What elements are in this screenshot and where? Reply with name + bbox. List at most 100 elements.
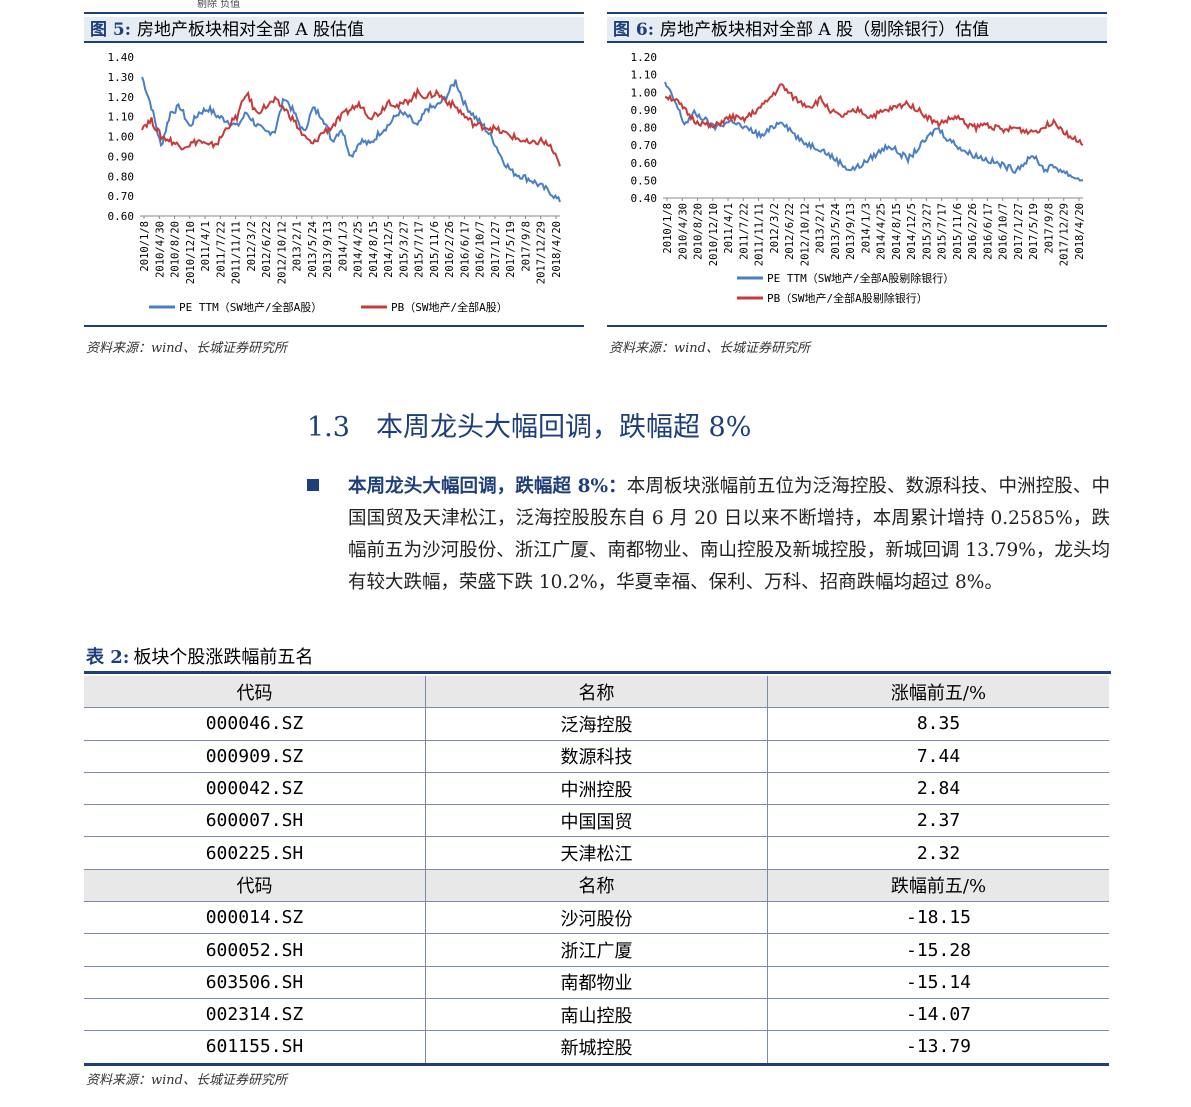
- x-tick-label: 2016/10/7: [998, 203, 1010, 260]
- x-tick-label: 2013/5/24: [830, 203, 842, 260]
- section-heading: 1.3 本周龙头大幅回调，跌幅超 8%: [307, 405, 751, 444]
- table-2: 表 2: 板块个股涨跌幅前五名 代码 名称 涨幅前五/% 000046.SZ 泛海控股 8.…: [84, 644, 1111, 1066]
- x-tick-label: 2010/12/10: [708, 203, 720, 266]
- x-tick-label: 2015/7/17: [937, 203, 949, 260]
- x-tick-label: 2017/1/27: [490, 221, 502, 278]
- code-cell: 代码: [84, 869, 426, 903]
- x-tick-label: 2013/5/24: [307, 221, 319, 278]
- table-row: 002314.SZ 南山控股 -14.07: [84, 998, 1109, 1032]
- x-tick-label: 2017/9/8: [1043, 203, 1055, 254]
- change-cell: 2.37: [767, 804, 1109, 838]
- body-paragraph: 本周龙头大幅回调，跌幅超 8%：本周板块涨幅前五位为泛海控股、数源科技、中洲控股…: [348, 471, 1110, 599]
- y-tick-label: 0.60: [631, 157, 658, 170]
- y-tick-label: 1.40: [108, 51, 135, 64]
- x-tick-label: 2010/8/20: [170, 221, 182, 278]
- figure-5-chart: 1.40 1.30 1.20 1.10 1.00 0.90 0.80 0.70 0.60 2010…: [108, 51, 564, 314]
- table-header-row: 代码 名称 跌幅前五/%: [84, 869, 1109, 903]
- y-tick-label: 0.70: [108, 190, 135, 203]
- pe-ttm-series-line: [141, 76, 561, 203]
- code-cell: 600052.SH: [84, 933, 426, 967]
- name-cell: 数源科技: [425, 740, 768, 773]
- table-row: 000909.SZ 数源科技 7.44: [84, 740, 1109, 773]
- name-cell: 中国国贸: [425, 804, 768, 838]
- x-tick-label: 2012/10/12: [799, 203, 811, 266]
- pb-series-line: [141, 86, 561, 167]
- change-cell: 跌幅前五/%: [767, 869, 1109, 903]
- x-tick-label: 2010/1/8: [662, 203, 674, 254]
- x-tick-label: 2017/12/29: [536, 221, 548, 284]
- table-row: 603506.SH 南都物业 -15.14: [84, 966, 1109, 999]
- figure-5: 图 5: 房地产板块相对全部 A 股估值 1.40 1.30 1.20 1.10 1.00…: [84, 0, 584, 330]
- figure-5-title: 房地产板块相对全部 A 股估值: [137, 20, 365, 40]
- x-tick-label: 2010/1/8: [139, 221, 151, 272]
- table-header-row: 代码 名称 涨幅前五/%: [84, 676, 1109, 709]
- x-tick-label: 2016/6/17: [982, 203, 994, 260]
- table-row: 601155.SH 新城控股 -13.79: [84, 1030, 1109, 1066]
- x-tick-label: 2012/6/22: [261, 221, 273, 278]
- x-tick-label: 2014/1/3: [860, 203, 872, 254]
- section-title: 本周龙头大幅回调，跌幅超 8%: [375, 412, 752, 443]
- change-cell: 7.44: [767, 740, 1109, 773]
- legend-label-1: PB（SW地产/全部A股）: [391, 300, 508, 314]
- x-tick-label: 2010/4/30: [154, 221, 166, 278]
- figure-6: 图 6: 房地产板块相对全部 A 股（剔除银行）估值 1.20 1.10 1.00 0.…: [607, 0, 1107, 330]
- x-tick-label: 2013/2/1: [292, 221, 304, 272]
- y-tick-label: 0.90: [108, 150, 135, 163]
- change-cell: -14.07: [767, 998, 1109, 1032]
- x-tick-label: 2015/11/6: [952, 203, 964, 260]
- name-cell: 天津松江: [425, 836, 768, 870]
- square-bullet-icon: [307, 479, 319, 491]
- name-cell: 名称: [425, 869, 768, 903]
- pe-ttm-series-line: [664, 81, 1084, 182]
- x-tick-label: 2016/2/26: [967, 203, 979, 260]
- x-tick-label: 2018/4/20: [1074, 203, 1086, 260]
- table-source: 资料来源：wind、长城证券研究所: [86, 1073, 287, 1088]
- figure-6-chart: 1.20 1.10 1.00 0.90 0.80 0.70 0.60 0.50 0.40 2010…: [631, 51, 1087, 305]
- x-tick-label: 2017/5/19: [1028, 203, 1040, 260]
- x-tick-label: 2011/4/1: [200, 221, 212, 272]
- x-tick-label: 2014/4/25: [353, 221, 365, 278]
- x-tick-label: 2013/2/1: [815, 203, 827, 254]
- code-cell: 000046.SZ: [84, 707, 426, 741]
- y-tick-label: 1.00: [108, 131, 135, 144]
- code-cell: 002314.SZ: [84, 998, 426, 1032]
- y-tick-label: 1.10: [631, 69, 658, 82]
- legend-label-0: PE TTM（SW地产/全部A股）: [179, 300, 322, 314]
- x-tick-label: 2014/12/5: [906, 203, 918, 260]
- x-tick-label: 2012/10/12: [276, 221, 288, 284]
- x-tick-label: 2012/6/22: [784, 203, 796, 260]
- change-cell: 2.84: [767, 772, 1109, 806]
- paragraph-lead: 本周龙头大幅回调，跌幅超 8%：: [348, 476, 627, 497]
- x-tick-label: 2013/9/13: [845, 203, 857, 260]
- code-cell: 603506.SH: [84, 966, 426, 999]
- y-tick-label: 0.80: [108, 170, 135, 183]
- x-tick-label: 2018/4/20: [551, 221, 563, 278]
- stock-table: 代码 名称 涨幅前五/% 000046.SZ 泛海控股 8.35 000909.SZ 数源科技…: [84, 676, 1109, 1066]
- figure-6-title-bar: 图 6: 房地产板块相对全部 A 股（剔除银行）估值: [607, 17, 1107, 43]
- x-tick-label: 2010/12/10: [185, 221, 197, 284]
- table-row: 600007.SH 中国国贸 2.37: [84, 804, 1109, 838]
- x-tick-label: 2016/6/17: [459, 221, 471, 278]
- figure-6-title: 房地产板块相对全部 A 股（剔除银行）估值: [660, 20, 990, 40]
- x-tick-label: 2011/11/11: [231, 221, 243, 284]
- table-row: 600052.SH 浙江广厦 -15.28: [84, 933, 1109, 967]
- x-tick-label: 2015/11/6: [429, 221, 441, 278]
- y-tick-label: 0.50: [631, 174, 658, 187]
- x-tick-label: 2010/8/20: [693, 203, 705, 260]
- code-cell: 000042.SZ: [84, 772, 426, 806]
- code-cell: 000014.SZ: [84, 901, 426, 935]
- x-tick-label: 2014/4/25: [876, 203, 888, 260]
- name-cell: 泛海控股: [425, 707, 768, 741]
- code-cell: 600007.SH: [84, 804, 426, 838]
- x-tick-label: 2017/9/8: [520, 221, 532, 272]
- x-tick-label: 2017/5/19: [505, 221, 517, 278]
- x-tick-label: 2014/8/15: [368, 221, 380, 278]
- name-cell: 南都物业: [425, 966, 768, 999]
- name-cell: 沙河股份: [425, 901, 768, 935]
- paragraph-body: 本周板块涨幅前五位为泛海控股、数源科技、中洲控股、中国国贸及天津松江，泛海控股股…: [348, 476, 1110, 593]
- name-cell: 名称: [425, 676, 768, 709]
- name-cell: 新城控股: [425, 1030, 768, 1066]
- y-tick-label: 1.20: [108, 91, 135, 104]
- code-cell: 代码: [84, 676, 426, 709]
- x-tick-label: 2014/1/3: [337, 221, 349, 272]
